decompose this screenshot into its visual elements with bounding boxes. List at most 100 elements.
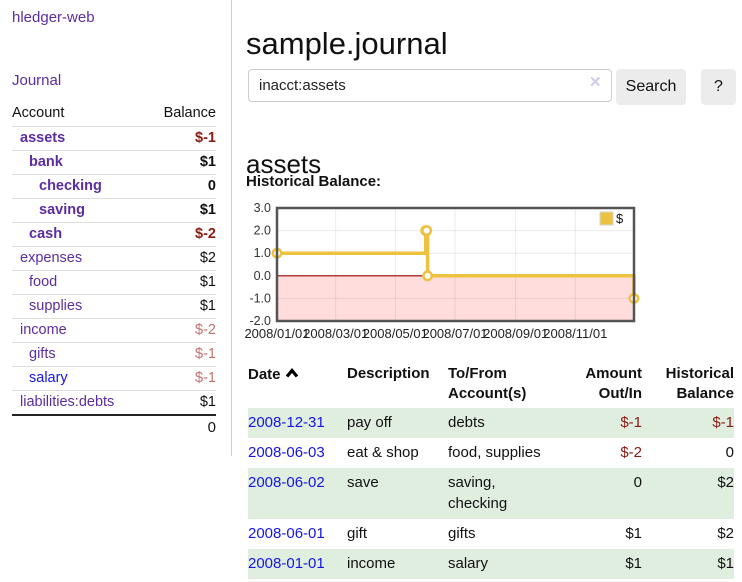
account-balance: $2: [144, 246, 216, 271]
transaction-accounts: salary: [448, 555, 489, 572]
transaction-balance: $1: [717, 555, 734, 572]
svg-text:$: $: [616, 211, 624, 226]
account-row-assets: assets $-1: [12, 126, 216, 151]
transaction-description: pay off: [347, 414, 392, 431]
svg-text:2008/07/01: 2008/07/01: [422, 326, 487, 341]
date-column-header: Date: [248, 362, 347, 408]
account-row-checking: checking 0: [12, 174, 216, 199]
account-row-income: income $-2: [12, 318, 216, 343]
account-link-salary[interactable]: salary: [29, 370, 68, 386]
account-row-saving: saving $1: [12, 198, 216, 223]
transaction-amount: $-2: [620, 444, 642, 461]
account-link-food[interactable]: food: [29, 274, 58, 290]
balance-column-header: Balance: [163, 105, 216, 121]
search-button[interactable]: Search: [616, 69, 686, 105]
svg-text:-2.0: -2.0: [249, 314, 271, 328]
transaction-balance: $-1: [712, 414, 734, 431]
transaction-description: income: [347, 555, 396, 572]
account-row-salary: salary $-1: [12, 366, 216, 391]
transaction-date-link[interactable]: 2008-01-01: [248, 555, 325, 572]
account-heading: assets: [246, 148, 322, 179]
transaction-date-link[interactable]: 2008-12-31: [248, 414, 325, 431]
account-link-checking[interactable]: checking: [39, 178, 102, 194]
account-row-expenses: expenses $2: [12, 246, 216, 271]
transaction-row: 2008-06-03 eat & shop food, supplies $-2…: [248, 438, 734, 468]
svg-text:2008/03/01: 2008/03/01: [303, 326, 368, 341]
svg-text:2008/01/01: 2008/01/01: [244, 326, 309, 341]
svg-text:0.0: 0.0: [254, 269, 271, 283]
transaction-amount: $-1: [620, 414, 642, 431]
account-link-expenses[interactable]: expenses: [20, 250, 83, 266]
svg-text:3.0: 3.0: [254, 201, 271, 215]
accounts-total-row: 0: [12, 414, 216, 440]
transaction-balance: 0: [725, 444, 734, 461]
account-link-saving[interactable]: saving: [39, 202, 85, 218]
account-link-bank[interactable]: bank: [29, 154, 63, 170]
transaction-row: 2008-06-02 save saving, checking 0 $2: [248, 468, 734, 519]
transaction-row: 2008-12-31 pay off debts $-1 $-1: [248, 408, 734, 438]
transaction-row: 2008-01-01 income salary $1 $1: [248, 549, 734, 579]
transaction-row: 2008-06-01 gift gifts $1 $2: [248, 519, 734, 549]
transaction-description: gift: [347, 525, 368, 542]
account-column-header: Account: [12, 105, 65, 121]
account-row-supplies: supplies $1: [12, 294, 216, 319]
account-balance: $1: [144, 390, 216, 415]
amount-column-header: Amount Out/In: [585, 365, 642, 402]
transaction-accounts: food, supplies: [448, 444, 541, 461]
account-balance: $-2: [144, 318, 216, 343]
account-balance: $-1: [144, 342, 216, 367]
transaction-date-link[interactable]: 2008-06-03: [248, 444, 325, 461]
account-row-bank: bank $1: [12, 150, 216, 175]
account-row-gifts: gifts $-1: [12, 342, 216, 367]
transaction-balance: $2: [717, 525, 734, 542]
account-balance: $1: [144, 270, 216, 295]
svg-text:1.0: 1.0: [254, 246, 271, 260]
transaction-date-link[interactable]: 2008-06-01: [248, 525, 325, 542]
account-row-liabilities-debts: liabilities:debts $1: [12, 390, 216, 415]
search-input[interactable]: [248, 69, 612, 102]
accounts-table: Account Balance assets $-1 bank $1 check…: [12, 101, 216, 440]
svg-text:2008/05/01: 2008/05/01: [363, 326, 428, 341]
transaction-description: eat & shop: [347, 444, 419, 461]
register-header-row: Date Description To/From Account(s) Amou…: [248, 362, 734, 408]
svg-text:2008/11/01: 2008/11/01: [543, 326, 607, 341]
historical-column-header: Historical Balance: [665, 365, 734, 402]
accounts-total-balance: 0: [144, 414, 216, 440]
account-link-income[interactable]: income: [20, 322, 67, 338]
account-link-cash[interactable]: cash: [29, 226, 63, 242]
app-title-link[interactable]: hledger-web: [12, 9, 95, 26]
account-balance: $-1: [144, 366, 216, 391]
help-button[interactable]: ?: [701, 69, 736, 105]
account-balance: $1: [144, 198, 216, 223]
transaction-amount: $1: [625, 555, 642, 572]
transaction-amount: 0: [633, 474, 642, 491]
account-balance: $-2: [144, 222, 216, 247]
sidebar-item-journal[interactable]: Journal: [12, 72, 62, 89]
transaction-accounts: gifts: [448, 525, 476, 542]
page-title: sample.journal: [246, 25, 448, 61]
account-link-liabilities-debts[interactable]: liabilities:debts: [20, 394, 115, 410]
account-link-assets[interactable]: assets: [20, 130, 66, 146]
transaction-date-link[interactable]: 2008-06-02: [248, 474, 325, 491]
description-column-header: Description: [347, 365, 430, 382]
account-link-gifts[interactable]: gifts: [29, 346, 56, 362]
sort-ascending-icon: [285, 364, 299, 384]
sidebar: hledger-web Journal Account Balance asse…: [0, 0, 232, 456]
account-balance: 0: [144, 174, 216, 199]
svg-text:2008/09/01: 2008/09/01: [483, 326, 548, 341]
svg-text:2.0: 2.0: [254, 224, 271, 238]
transaction-accounts: debts: [448, 414, 485, 431]
account-row-cash: cash $-2: [12, 222, 216, 247]
clear-search-icon[interactable]: ✕: [589, 74, 602, 91]
historical-balance-chart: $3.0 2.0 1.0 0.0 -1.0 -2.0 2008/01/01 2008/03/0…: [236, 199, 640, 347]
account-balance: $1: [144, 150, 216, 175]
register-table: Date Description To/From Account(s) Amou…: [248, 362, 734, 579]
account-row-food: food $1: [12, 270, 216, 295]
accounts-table-header: Account Balance: [12, 101, 216, 127]
chart-title: Historical Balance:: [246, 173, 382, 190]
transaction-balance: $2: [717, 474, 734, 491]
tofrom-column-header: To/From Account(s): [448, 365, 527, 402]
account-balance: $-1: [144, 126, 216, 151]
svg-text:-1.0: -1.0: [249, 291, 271, 305]
account-link-supplies[interactable]: supplies: [29, 298, 83, 314]
